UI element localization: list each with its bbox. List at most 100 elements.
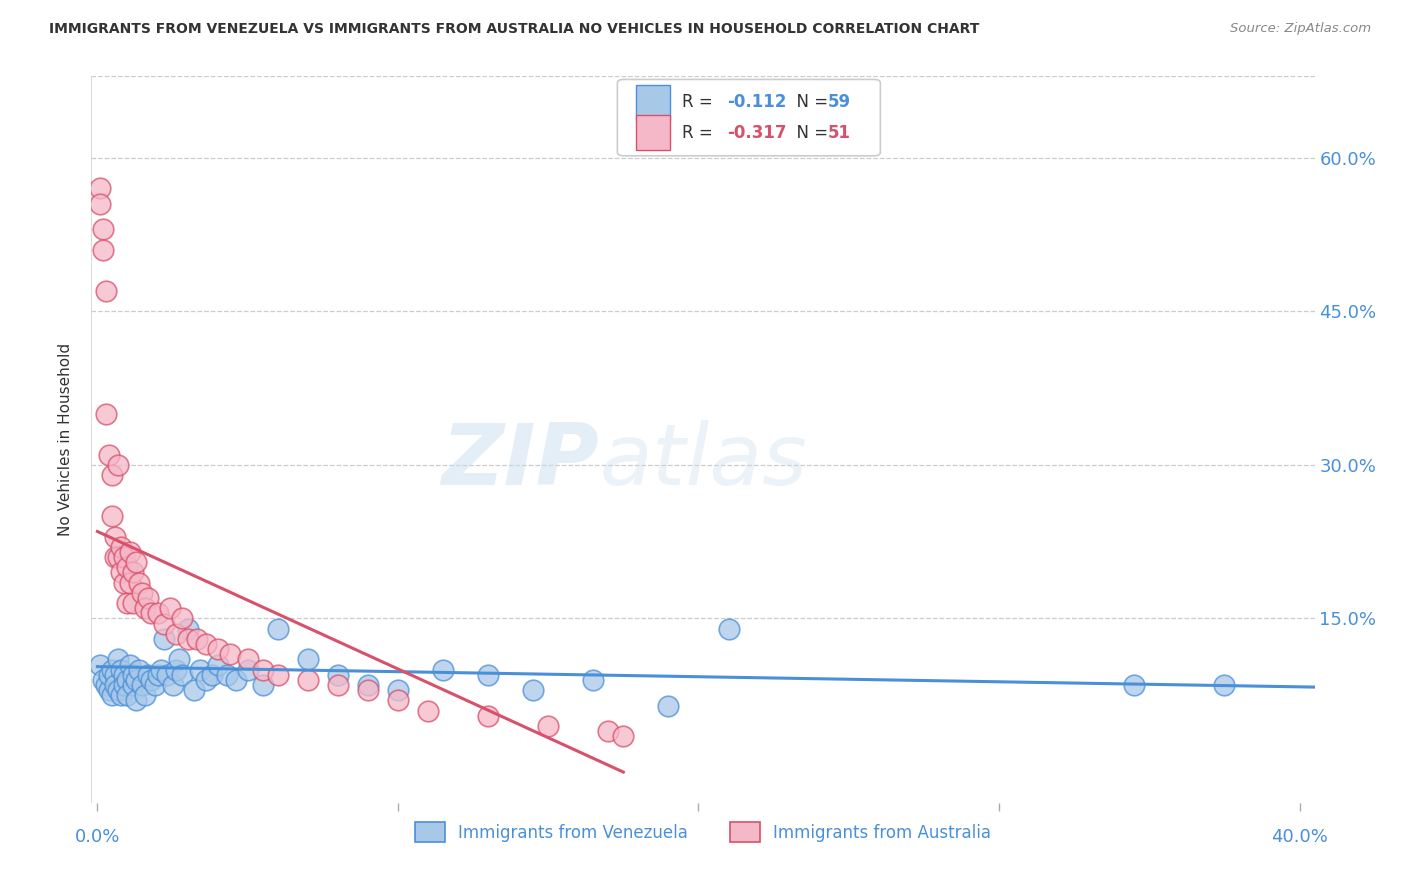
Point bbox=[194, 673, 217, 687]
Point bbox=[155, 668, 177, 682]
Point bbox=[326, 668, 349, 682]
Point bbox=[138, 591, 160, 605]
Point bbox=[170, 611, 193, 625]
Legend: Immigrants from Venezuela, Immigrants from Australia: Immigrants from Venezuela, Immigrants fr… bbox=[408, 815, 998, 849]
Text: -0.112: -0.112 bbox=[727, 94, 787, 112]
Point bbox=[267, 622, 290, 636]
Point bbox=[357, 678, 380, 692]
Point bbox=[387, 683, 409, 698]
Point bbox=[101, 663, 124, 677]
Point bbox=[114, 668, 136, 682]
Point bbox=[107, 550, 129, 565]
Point bbox=[207, 657, 229, 672]
Point bbox=[96, 678, 118, 692]
Text: R =: R = bbox=[682, 124, 718, 142]
Point bbox=[188, 663, 211, 677]
Point bbox=[117, 560, 139, 574]
Text: IMMIGRANTS FROM VENEZUELA VS IMMIGRANTS FROM AUSTRALIA NO VEHICLES IN HOUSEHOLD : IMMIGRANTS FROM VENEZUELA VS IMMIGRANTS … bbox=[49, 22, 980, 37]
Point bbox=[122, 566, 145, 580]
Point bbox=[146, 607, 169, 621]
Point bbox=[89, 196, 111, 211]
Point bbox=[717, 622, 740, 636]
Point bbox=[104, 550, 127, 565]
Point bbox=[194, 637, 217, 651]
Point bbox=[131, 586, 153, 600]
Point bbox=[432, 663, 454, 677]
Point bbox=[612, 729, 634, 743]
Text: N =: N = bbox=[786, 124, 834, 142]
Point bbox=[128, 575, 150, 590]
Point bbox=[98, 668, 121, 682]
Point bbox=[215, 668, 238, 682]
Point bbox=[89, 181, 111, 195]
Point bbox=[1123, 678, 1146, 692]
Point bbox=[122, 596, 145, 610]
Text: 0.0%: 0.0% bbox=[75, 829, 120, 847]
Point bbox=[107, 458, 129, 472]
Point bbox=[537, 719, 560, 733]
Text: Source: ZipAtlas.com: Source: ZipAtlas.com bbox=[1230, 22, 1371, 36]
Point bbox=[267, 668, 290, 682]
Point bbox=[582, 673, 605, 687]
Point bbox=[134, 601, 156, 615]
Point bbox=[218, 648, 240, 662]
Point bbox=[98, 448, 121, 462]
Point bbox=[357, 683, 380, 698]
Point bbox=[120, 575, 142, 590]
Point bbox=[183, 683, 205, 698]
Point bbox=[96, 284, 118, 298]
Point bbox=[138, 668, 160, 682]
Point bbox=[110, 663, 132, 677]
Text: 59: 59 bbox=[828, 94, 851, 112]
Point bbox=[165, 663, 187, 677]
Point bbox=[477, 708, 499, 723]
Point bbox=[252, 663, 274, 677]
Point bbox=[117, 688, 139, 702]
Point bbox=[114, 575, 136, 590]
Text: atlas: atlas bbox=[599, 419, 807, 502]
Point bbox=[201, 668, 224, 682]
Point bbox=[143, 678, 166, 692]
Point bbox=[236, 652, 259, 666]
Point bbox=[117, 596, 139, 610]
Point bbox=[89, 657, 111, 672]
Point bbox=[252, 678, 274, 692]
Point bbox=[186, 632, 208, 646]
Point bbox=[522, 683, 544, 698]
Point bbox=[1213, 678, 1236, 692]
Point bbox=[101, 509, 124, 524]
Point bbox=[93, 243, 115, 257]
Point bbox=[225, 673, 247, 687]
Point bbox=[152, 616, 174, 631]
Point bbox=[152, 632, 174, 646]
Point bbox=[122, 678, 145, 692]
Point bbox=[141, 673, 163, 687]
Text: -0.317: -0.317 bbox=[727, 124, 787, 142]
Point bbox=[96, 407, 118, 421]
Point bbox=[107, 683, 129, 698]
Point bbox=[236, 663, 259, 677]
Text: 51: 51 bbox=[828, 124, 851, 142]
Point bbox=[159, 601, 181, 615]
Point bbox=[101, 468, 124, 483]
Point bbox=[297, 673, 319, 687]
Point bbox=[165, 627, 187, 641]
Point bbox=[149, 663, 172, 677]
Point bbox=[125, 673, 148, 687]
Point bbox=[104, 530, 127, 544]
Point bbox=[598, 724, 620, 739]
Point bbox=[207, 642, 229, 657]
Point bbox=[93, 673, 115, 687]
Point bbox=[125, 555, 148, 569]
Point bbox=[120, 657, 142, 672]
Text: R =: R = bbox=[682, 94, 718, 112]
Point bbox=[477, 668, 499, 682]
Point bbox=[114, 550, 136, 565]
Point bbox=[134, 688, 156, 702]
Text: N =: N = bbox=[786, 94, 834, 112]
Point bbox=[122, 668, 145, 682]
Point bbox=[104, 668, 127, 682]
Point bbox=[128, 663, 150, 677]
FancyBboxPatch shape bbox=[636, 85, 671, 120]
Point bbox=[120, 545, 142, 559]
